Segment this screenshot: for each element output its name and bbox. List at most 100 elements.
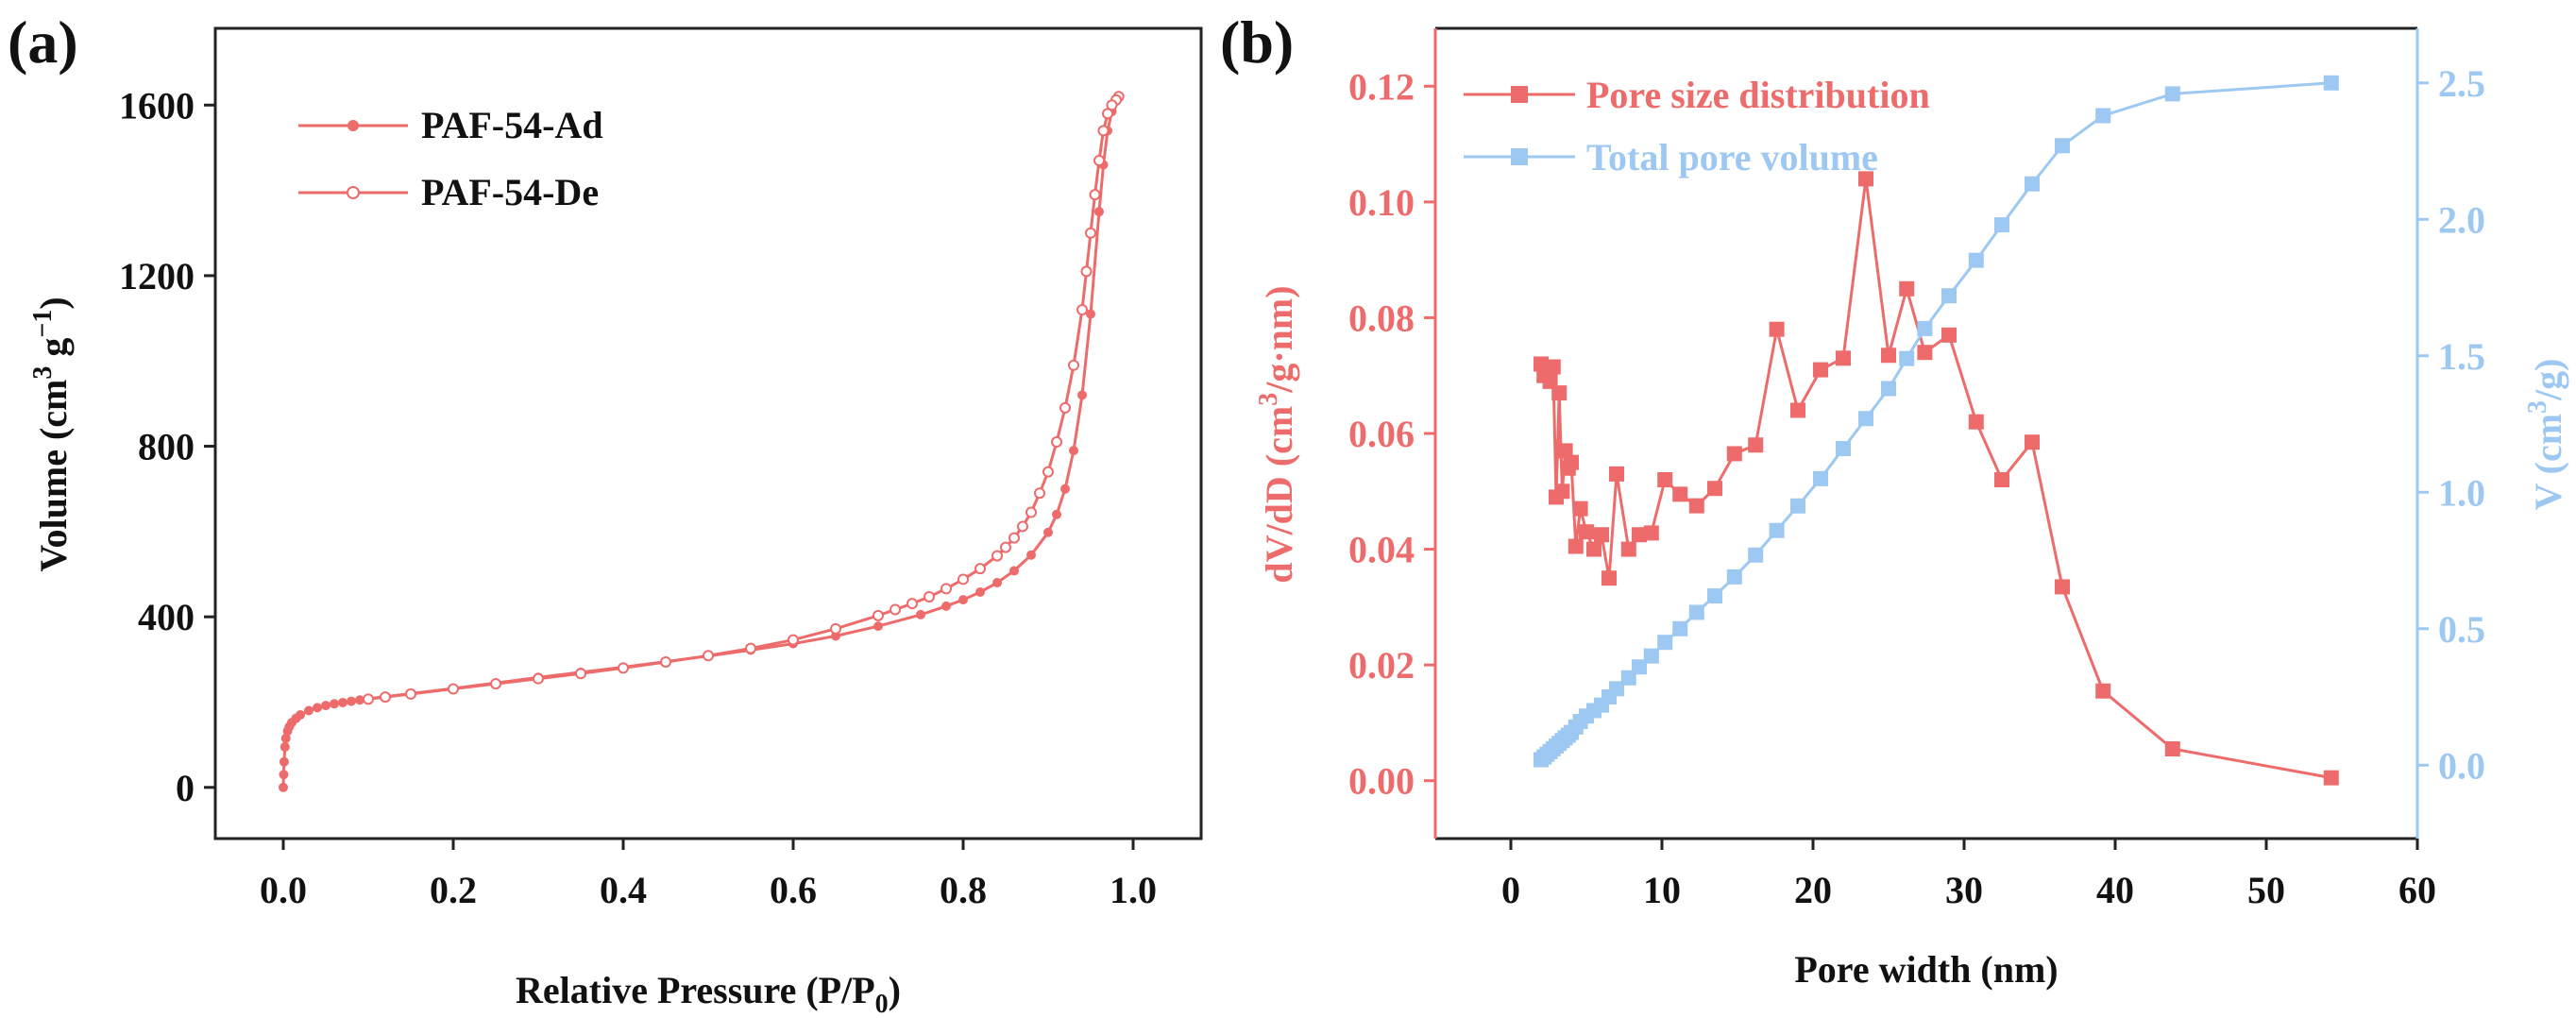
data-point-paf-54-de <box>1106 99 1118 111</box>
panel-a-x-ticks: 0.0 0.2 0.4 0.6 0.8 1.0 <box>260 839 1157 911</box>
data-point-paf-54-de <box>1089 189 1101 201</box>
data-point-paf-54-de <box>941 583 952 595</box>
data-point-pore-size-distribution <box>1643 525 1659 541</box>
data-point-paf-54-ad <box>279 770 289 780</box>
data-point-paf-54-de <box>405 687 416 700</box>
data-point-paf-54-de <box>703 650 714 662</box>
series-line-paf-54-de <box>367 95 1120 701</box>
data-point-paf-54-de <box>575 668 586 680</box>
data-point-pore-size-distribution <box>1572 501 1588 517</box>
data-point-total-pore-volume <box>1643 648 1659 664</box>
data-point-pore-size-distribution <box>1620 541 1636 557</box>
data-point-paf-54-de <box>1068 359 1079 371</box>
right-y-tick-label: 1.5 <box>2438 335 2485 378</box>
data-point-pore-size-distribution <box>2095 683 2111 699</box>
legend-label-total-pore-volume: Total pore volume <box>1586 136 1878 178</box>
left-y-tick-label: 0.08 <box>1348 297 1415 339</box>
legend-marker-total-pore-volume <box>1511 148 1528 165</box>
data-point-paf-54-de <box>618 662 629 674</box>
panel-b-x-ticks: 0 10 20 30 40 50 60 <box>1501 839 2436 911</box>
data-point-pore-size-distribution <box>1564 454 1579 470</box>
data-point-paf-54-de <box>873 609 884 621</box>
data-point-pore-size-distribution <box>1579 524 1594 540</box>
panel-b-label: (b) <box>1220 8 1294 76</box>
data-point-pore-size-distribution <box>1551 385 1568 401</box>
data-point-paf-54-de <box>745 642 756 654</box>
data-point-pore-size-distribution <box>1568 538 1584 554</box>
panel-b-series <box>1534 75 2339 786</box>
x-tick-label: 0.8 <box>940 869 987 911</box>
legend-label-paf-54-de: PAF-54-De <box>421 171 599 213</box>
data-point-total-pore-volume <box>1881 381 1896 397</box>
data-point-paf-54-de <box>1034 487 1045 500</box>
data-point-total-pore-volume <box>1748 547 1764 563</box>
data-point-total-pore-volume <box>1657 635 1673 651</box>
data-point-paf-54-de <box>907 598 918 610</box>
panel-b: (b) 0 10 20 30 40 50 60 0.000.020.040.060.080.… <box>1220 8 2569 991</box>
data-point-pore-size-distribution <box>1609 466 1624 482</box>
data-point-paf-54-ad <box>1026 550 1036 560</box>
data-point-paf-54-de <box>1000 541 1011 553</box>
data-point-paf-54-ad <box>1077 390 1087 400</box>
data-point-total-pore-volume <box>1941 288 1957 304</box>
data-point-total-pore-volume <box>1968 252 1984 268</box>
data-point-paf-54-ad <box>1069 446 1078 456</box>
data-point-pore-size-distribution <box>1790 402 1805 418</box>
data-point-pore-size-distribution <box>2323 770 2339 786</box>
panel-b-right-y-ticks: 0.0 0.5 1.0 1.5 2.0 2.5 <box>2417 62 2485 787</box>
data-point-paf-54-de <box>660 656 671 669</box>
y-tick-label: 1200 <box>119 255 195 297</box>
data-point-pore-size-distribution <box>1968 414 1984 430</box>
data-point-paf-54-ad <box>280 733 291 743</box>
data-point-paf-54-de <box>991 550 1003 562</box>
data-point-paf-54-ad <box>321 701 330 711</box>
y-tick-label: 400 <box>138 596 195 638</box>
data-point-paf-54-de <box>830 622 841 635</box>
data-point-paf-54-de <box>788 634 799 646</box>
data-point-pore-size-distribution <box>1594 527 1609 543</box>
series-line-total-pore-volume <box>1539 81 2331 761</box>
data-point-paf-54-de <box>1059 401 1071 414</box>
data-point-paf-54-ad <box>1094 207 1104 217</box>
panel-a-series <box>279 91 1125 792</box>
panel-a-y-axis-title: Volume (cm3 g−1) <box>28 297 75 571</box>
data-point-total-pore-volume <box>1858 411 1873 427</box>
x-tick-label: 60 <box>2398 869 2436 911</box>
data-point-paf-54-de <box>448 683 459 695</box>
data-point-total-pore-volume <box>2164 86 2180 102</box>
x-tick-label: 10 <box>1643 869 1681 911</box>
data-point-total-pore-volume <box>2025 176 2040 192</box>
data-point-total-pore-volume <box>1632 659 1647 675</box>
left-y-tick-label: 0.12 <box>1348 65 1415 108</box>
data-point-total-pore-volume <box>1707 588 1722 604</box>
data-point-paf-54-ad <box>280 741 290 752</box>
x-tick-label: 20 <box>1794 869 1832 911</box>
x-tick-label: 40 <box>2096 869 2134 911</box>
data-point-total-pore-volume <box>2055 138 2070 154</box>
data-point-paf-54-de <box>1008 532 1020 544</box>
data-point-pore-size-distribution <box>1586 541 1602 557</box>
data-point-pore-size-distribution <box>1688 498 1704 514</box>
panel-a-legend: PAF-54-Ad PAF-54-De <box>298 104 603 213</box>
data-point-pore-size-distribution <box>1899 280 1915 297</box>
data-point-paf-54-ad <box>296 710 305 721</box>
data-point-total-pore-volume <box>1813 470 1828 486</box>
data-point-total-pore-volume <box>1726 568 1742 585</box>
x-tick-label: 50 <box>2247 869 2285 911</box>
data-point-pore-size-distribution <box>2055 579 2070 595</box>
legend-marker-paf-54-ad <box>347 120 359 131</box>
data-point-paf-54-ad <box>279 782 288 792</box>
data-point-paf-54-ad <box>338 697 347 707</box>
data-point-total-pore-volume <box>1688 604 1704 620</box>
series-line-paf-54-ad <box>281 95 1120 788</box>
data-point-paf-54-ad <box>1086 309 1095 319</box>
legend-entry-paf-54-de: PAF-54-De <box>298 171 599 213</box>
left-y-tick-label: 0.04 <box>1348 529 1415 571</box>
data-point-paf-54-de <box>1042 466 1054 478</box>
data-point-paf-54-de <box>490 678 501 690</box>
data-point-paf-54-ad <box>941 601 951 611</box>
x-tick-label: 0.2 <box>430 869 477 911</box>
data-point-paf-54-de <box>533 672 544 685</box>
data-point-total-pore-volume <box>1899 350 1915 366</box>
data-point-paf-54-de <box>974 563 986 575</box>
